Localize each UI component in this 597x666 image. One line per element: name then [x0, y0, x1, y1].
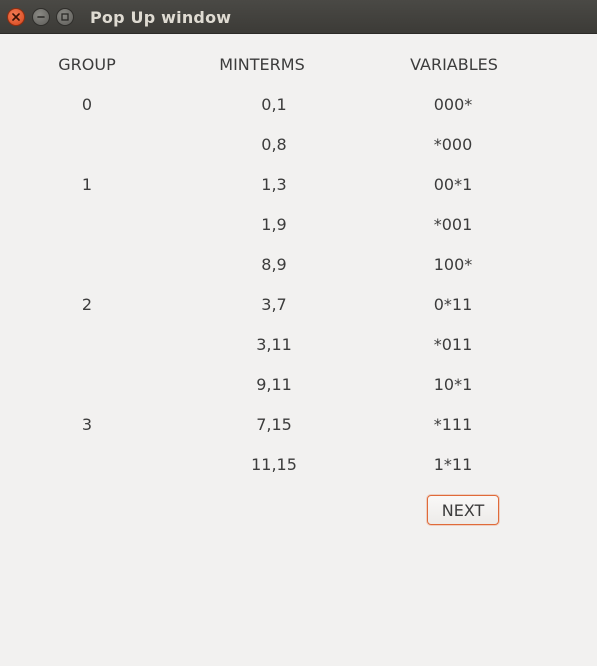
- header-group: GROUP: [58, 55, 116, 74]
- row-minterms-cell: 1,9: [261, 215, 287, 234]
- row-minterms-cell: 1,3: [261, 175, 287, 194]
- row-variables-cell: 100*: [433, 255, 473, 274]
- row-minterms-cell: 0,1: [261, 95, 287, 114]
- row-minterms-cell: 3,11: [256, 335, 292, 354]
- header-variables: VARIABLES: [410, 55, 498, 74]
- row-variables-cell: 00*1: [433, 175, 473, 194]
- row-minterms-cell: 9,11: [256, 375, 292, 394]
- row-variables-cell: *011: [433, 335, 473, 354]
- row-minterms-cell: 8,9: [261, 255, 287, 274]
- row-minterms-cell: 3,7: [261, 295, 287, 314]
- next-button[interactable]: NEXT: [427, 495, 499, 525]
- header-minterms: MINTERMS: [219, 55, 305, 74]
- title-bar[interactable]: Pop Up window: [0, 0, 597, 34]
- row-variables-cell: 1*11: [433, 455, 473, 474]
- minimize-icon: [37, 16, 45, 18]
- close-icon: [12, 13, 20, 21]
- row-variables-cell: 000*: [433, 95, 473, 114]
- row-minterms-cell: 7,15: [256, 415, 292, 434]
- row-group-cell: 0: [81, 95, 93, 114]
- row-variables-cell: *000: [433, 135, 473, 154]
- maximize-button[interactable]: [56, 8, 74, 26]
- window-title: Pop Up window: [90, 8, 232, 27]
- row-group-cell: 3: [81, 415, 93, 434]
- row-variables-cell: *001: [433, 215, 473, 234]
- close-button[interactable]: [7, 8, 25, 26]
- row-minterms-cell: 0,8: [261, 135, 287, 154]
- row-group-cell: 2: [81, 295, 93, 314]
- row-variables-cell: *111: [433, 415, 473, 434]
- minimize-button[interactable]: [32, 8, 50, 26]
- row-minterms-cell: 11,15: [251, 455, 297, 474]
- row-variables-cell: 10*1: [433, 375, 473, 394]
- row-group-cell: 1: [81, 175, 93, 194]
- maximize-icon: [61, 13, 69, 21]
- row-variables-cell: 0*11: [433, 295, 473, 314]
